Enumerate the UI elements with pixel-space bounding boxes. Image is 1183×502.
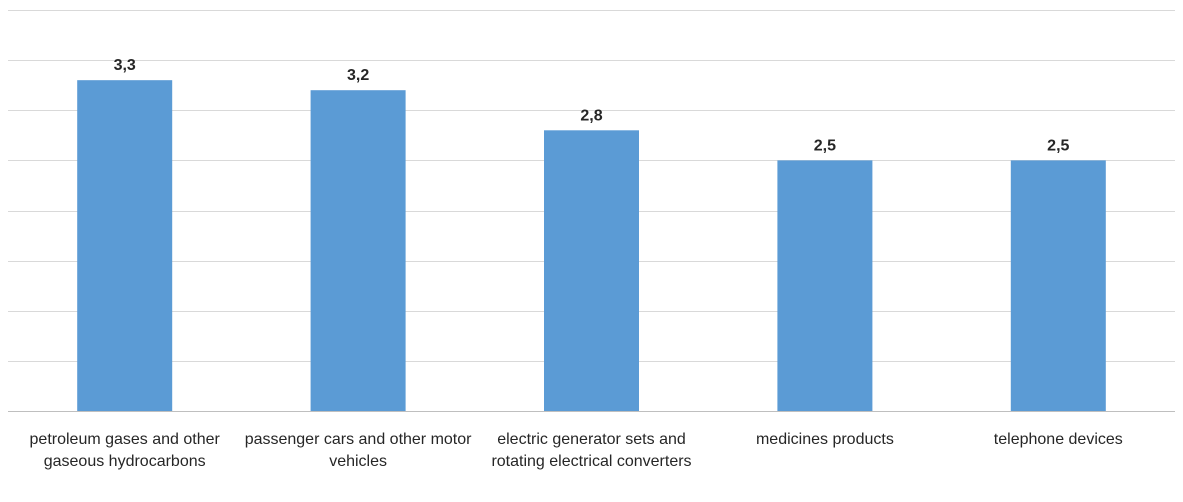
bar — [77, 80, 173, 412]
data-labels-layer: 3,3 3,2 2,8 2,5 2,5 — [114, 57, 1070, 154]
data-label: 2,5 — [1047, 137, 1069, 154]
category-label: passenger cars and other motor vehicles — [244, 431, 472, 470]
category-label: petroleum gases and other gaseous hydroc… — [29, 431, 220, 470]
data-label: 3,3 — [114, 57, 136, 74]
category-label: medicines products — [755, 431, 894, 448]
category-label: telephone devices — [993, 431, 1123, 448]
bar — [777, 160, 873, 411]
bar — [544, 130, 639, 412]
data-label: 3,2 — [347, 67, 369, 84]
category-label: electric generator sets and rotating ele… — [491, 431, 692, 470]
bars-layer — [77, 80, 1106, 412]
data-label: 2,5 — [814, 137, 836, 154]
data-label: 2,8 — [580, 107, 602, 124]
bar — [1010, 160, 1106, 411]
bar — [310, 90, 406, 411]
